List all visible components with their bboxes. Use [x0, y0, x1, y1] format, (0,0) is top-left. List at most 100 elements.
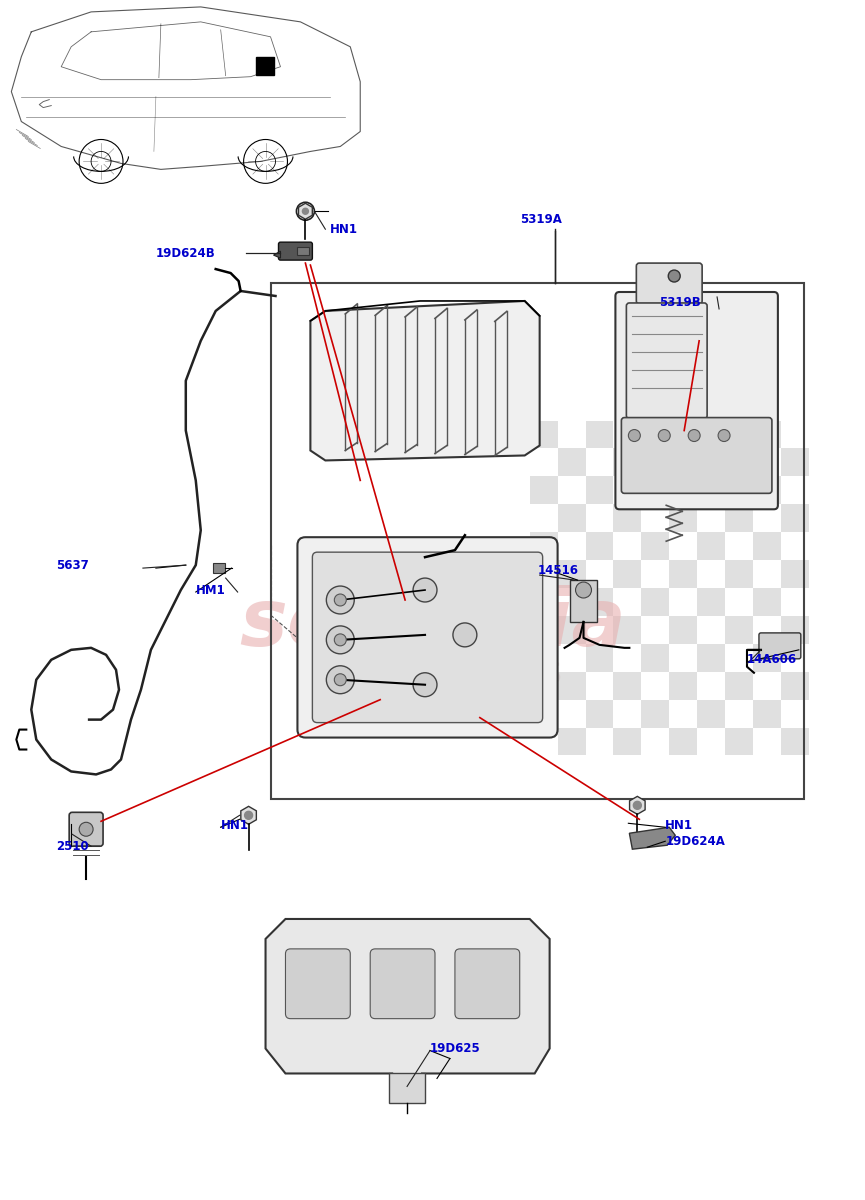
Circle shape: [334, 673, 346, 685]
Circle shape: [326, 586, 355, 614]
Bar: [586, 644, 613, 672]
Circle shape: [79, 822, 93, 836]
Bar: [670, 560, 697, 588]
Bar: [697, 533, 725, 560]
Bar: [558, 449, 586, 476]
Bar: [586, 700, 613, 727]
Circle shape: [413, 673, 437, 697]
Polygon shape: [311, 301, 540, 461]
Circle shape: [326, 626, 355, 654]
FancyBboxPatch shape: [621, 418, 772, 493]
FancyBboxPatch shape: [615, 292, 778, 509]
Circle shape: [453, 623, 477, 647]
Text: HN1: HN1: [330, 223, 358, 235]
Bar: [613, 727, 641, 756]
Bar: [781, 727, 809, 756]
Bar: [697, 476, 725, 504]
FancyBboxPatch shape: [285, 949, 350, 1019]
Bar: [613, 504, 641, 533]
Bar: [255, 56, 273, 74]
Bar: [670, 616, 697, 644]
Bar: [725, 616, 753, 644]
Bar: [697, 644, 725, 672]
Bar: [558, 616, 586, 644]
Text: HM1: HM1: [195, 583, 226, 596]
Bar: [670, 727, 697, 756]
Bar: [213, 563, 225, 574]
Text: c a r  p a r t s: c a r p a r t s: [303, 653, 562, 691]
FancyBboxPatch shape: [279, 242, 312, 260]
Bar: [781, 504, 809, 533]
Bar: [753, 644, 781, 672]
Bar: [613, 616, 641, 644]
FancyBboxPatch shape: [455, 949, 520, 1019]
Polygon shape: [273, 251, 280, 258]
Bar: [586, 588, 613, 616]
Text: HN1: HN1: [665, 818, 693, 832]
Text: 14516: 14516: [538, 564, 579, 576]
Bar: [529, 644, 558, 672]
Text: 19D625: 19D625: [430, 1042, 481, 1055]
Bar: [781, 560, 809, 588]
Circle shape: [718, 430, 730, 442]
Bar: [670, 504, 697, 533]
Text: HN1: HN1: [221, 818, 248, 832]
Bar: [753, 700, 781, 727]
FancyBboxPatch shape: [637, 263, 702, 304]
Bar: [613, 449, 641, 476]
Bar: [529, 588, 558, 616]
Polygon shape: [298, 203, 312, 220]
Polygon shape: [266, 919, 549, 1088]
Text: 19D624B: 19D624B: [156, 247, 215, 259]
Bar: [558, 504, 586, 533]
Circle shape: [633, 802, 641, 809]
Bar: [725, 672, 753, 700]
Bar: [529, 476, 558, 504]
Bar: [753, 588, 781, 616]
Bar: [753, 533, 781, 560]
Bar: [529, 700, 558, 727]
Bar: [641, 700, 670, 727]
Circle shape: [245, 811, 253, 820]
Bar: [753, 476, 781, 504]
Circle shape: [326, 666, 355, 694]
Circle shape: [334, 594, 346, 606]
Circle shape: [669, 270, 680, 282]
Text: 5637: 5637: [56, 559, 89, 571]
Bar: [641, 588, 670, 616]
Bar: [697, 588, 725, 616]
Bar: [781, 449, 809, 476]
FancyBboxPatch shape: [759, 632, 801, 659]
Circle shape: [658, 430, 670, 442]
Bar: [725, 504, 753, 533]
Text: 14A606: 14A606: [747, 653, 798, 666]
Bar: [586, 476, 613, 504]
Bar: [641, 476, 670, 504]
Bar: [697, 420, 725, 449]
Bar: [298, 247, 310, 256]
Polygon shape: [630, 797, 645, 815]
FancyBboxPatch shape: [370, 949, 435, 1019]
Circle shape: [334, 634, 346, 646]
Circle shape: [689, 430, 700, 442]
Circle shape: [575, 582, 592, 598]
Bar: [586, 533, 613, 560]
FancyBboxPatch shape: [69, 812, 103, 846]
Text: scuderia: scuderia: [239, 584, 626, 662]
Bar: [529, 420, 558, 449]
Bar: [389, 1074, 425, 1103]
Polygon shape: [240, 806, 256, 824]
Bar: [670, 672, 697, 700]
Bar: [586, 420, 613, 449]
Bar: [781, 672, 809, 700]
Bar: [641, 644, 670, 672]
Bar: [558, 672, 586, 700]
Text: 19D624A: 19D624A: [665, 835, 725, 847]
Text: 2510: 2510: [56, 840, 89, 853]
Circle shape: [628, 430, 640, 442]
Text: 5319B: 5319B: [659, 296, 701, 310]
Bar: [725, 449, 753, 476]
Bar: [641, 420, 670, 449]
Bar: [569, 580, 598, 622]
FancyBboxPatch shape: [312, 552, 542, 722]
